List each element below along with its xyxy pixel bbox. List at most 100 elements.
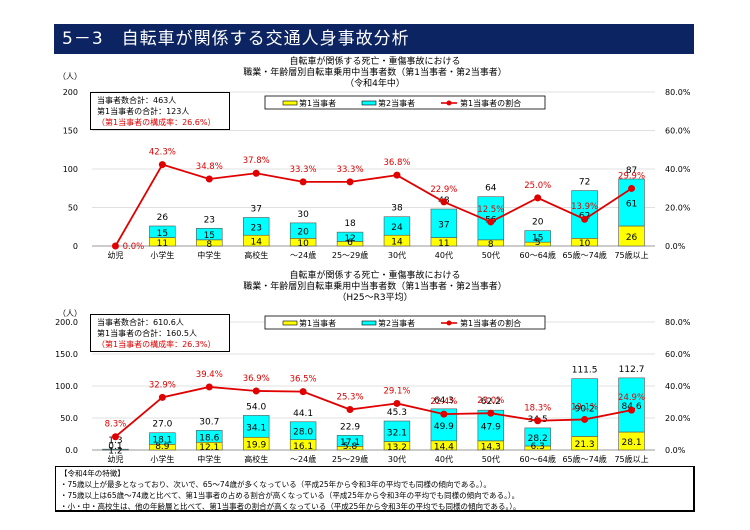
chart2-x-tick-label: 30代 — [388, 454, 406, 464]
chart1-ratio-point — [393, 171, 401, 179]
chart1-ratio-point — [487, 218, 495, 226]
chart1-bar-first-label: 14 — [391, 238, 403, 248]
chart1-ratio-label: 13.9% — [571, 202, 598, 212]
chart1-ratio-label: 42.3% — [149, 148, 176, 158]
chart1-legend-box — [264, 95, 546, 110]
chart2-bar-second-label: 49.9 — [434, 422, 454, 432]
chart1-x-tick-label: 高校生 — [244, 250, 268, 260]
chart2-bar-total-label: 27.0 — [152, 420, 172, 430]
chart1-bar-second-label: 61 — [626, 199, 637, 209]
chart1-ratio-point — [299, 178, 307, 186]
chart1-bar-total-label: 72 — [579, 178, 590, 188]
chart1-ratio-point — [111, 242, 119, 250]
chart2-ratio-label: 36.5% — [290, 375, 317, 385]
chart2-bar-second — [336, 435, 364, 447]
chart2-ratio-point — [581, 415, 589, 423]
chart1-ratio-label: 29.9% — [618, 171, 645, 181]
chart2-summary-rate: （第1当事者の構成率：26.3%） — [97, 340, 216, 349]
chart2-legend-swatch-1 — [282, 320, 298, 326]
chart2-ratio-point — [534, 417, 542, 425]
chart1-bar-total-label: 38 — [391, 204, 403, 214]
chart1-bar-first-label: 8 — [488, 240, 494, 250]
chart1-bar-second — [430, 208, 458, 238]
chart1-bar-first-label: 5 — [535, 238, 541, 248]
chart2-bar-first-label: 14.4 — [434, 442, 454, 452]
chart1-bar-second — [243, 217, 270, 236]
chart2-bar-second-label: 28.0 — [293, 428, 313, 438]
chart2-ratio-point — [628, 406, 636, 414]
chart2-bar-first-label: 14.3 — [481, 442, 501, 452]
chart1-y-tick-label: 100 — [63, 165, 78, 174]
chart1-x-tick-label: 75歳以上 — [614, 250, 648, 260]
chart1-y2-tick-label: 80.0% — [665, 88, 691, 97]
chart1-x-tick-label: 中学生 — [197, 250, 221, 260]
chart1-ratio-label: 36.8% — [383, 158, 410, 168]
chart2-bar-second — [149, 432, 176, 445]
chart2-bar-second-label: 18.1 — [152, 436, 172, 446]
chart1-x-tick-label: 25～29歳 — [332, 250, 368, 260]
chart1-bar-first-label: 11 — [157, 239, 168, 249]
chart1-ratio-label: 33.3% — [290, 165, 317, 175]
chart1-y-tick-label: 50 — [68, 204, 78, 213]
chart1-bar-second — [196, 227, 223, 241]
chart1-ratio-line — [114, 163, 633, 247]
chart1-bar-second — [336, 231, 364, 242]
chart2-ratio-point — [440, 410, 448, 418]
chart2-legend-box — [264, 315, 546, 330]
chart1-bar-first-label: 11 — [438, 239, 449, 249]
chart1-legend-label: 第1当事者の割合 — [460, 98, 521, 108]
chart2-bar-total-label: 64.3 — [434, 396, 454, 406]
chart2-x-tick-label: 中学生 — [197, 454, 221, 464]
chart2-bar-second — [524, 427, 551, 447]
chart2-bar-second — [618, 377, 645, 433]
chart2-y-tick-label: 150.0 — [55, 350, 78, 359]
chart2-y2-tick-label: 80.0% — [665, 318, 691, 327]
chart1-bar-total-label: 18 — [344, 219, 356, 229]
chart1-ratio-label: 33.3% — [337, 165, 364, 175]
chart1-bar-second-label: 24 — [391, 223, 403, 233]
chart1-summary-total: 当事者数合計：463人 — [97, 96, 177, 105]
chart2-bar-first-label: 13.2 — [387, 443, 407, 453]
chart1-bar-second — [524, 230, 551, 243]
chart2-bar-total-label: 111.5 — [572, 366, 598, 376]
chart2-x-tick-label: 65歳～74歳 — [562, 454, 606, 464]
chart1-bar-second-label: 15 — [157, 229, 168, 239]
chart2-ratio-point — [205, 383, 213, 391]
chart1-legend-label: 第2当事者 — [378, 98, 415, 108]
chart1-ratio-point — [346, 178, 354, 186]
chart2-x-tick-label: 40代 — [435, 454, 453, 464]
chart2-legend-swatch-2 — [361, 320, 377, 326]
chart1-bar-total-label: 37 — [250, 205, 261, 215]
chart2-bar-first-label: 5.8 — [343, 442, 358, 452]
chart1-bar-second-label: 20 — [297, 228, 309, 238]
chart1-y-tick-label: 0 — [73, 242, 78, 251]
chart2-y-tick-label: 0.0 — [65, 446, 78, 455]
chart1-bar-total-label: 87 — [626, 166, 637, 176]
chart2-ratio-label: 36.9% — [243, 374, 270, 384]
chart1-y2-tick-label: 40.0% — [665, 165, 691, 174]
chart1-title-line2: 職業・年齢層別自転車乗用中当事者数（第1当事者・第2当事者） — [243, 68, 507, 78]
chart1-x-tick-label: 幼児 — [107, 250, 123, 260]
chart2-summary-box: 当事者数合計：610.6人 第1当事者の合計：160.5人 （第1当事者の構成率… — [90, 314, 230, 352]
chart2-bar-second-label: 34.1 — [246, 423, 266, 433]
chart1-bar-first-label: 10 — [579, 239, 591, 249]
notes-line: ・75歳以上は65歳～74歳と比べて、第1当事者の占める割合が高くなっている（平… — [60, 491, 520, 500]
chart2-bar-second-label: 47.9 — [481, 423, 501, 433]
chart2-ratio-label: 25.3% — [337, 393, 364, 403]
chart1-bar-first-label: 10 — [297, 239, 309, 249]
chart1-summary-first: 第1当事者の合計：123人 — [97, 107, 190, 116]
chart1-ratio-label: 0.0% — [123, 242, 145, 252]
chart1-x-tick-label: 30代 — [388, 250, 406, 260]
chart1-legend-swatch-1 — [282, 100, 298, 106]
chart1-y2-tick-label: 20.0% — [665, 204, 691, 213]
chart2-bar-first-label: 0.1 — [108, 442, 122, 452]
chart2-bar-first-label: 6.3 — [531, 442, 545, 452]
chart2-bar-total-label: 22.9 — [340, 422, 360, 432]
chart1-ratio-point — [252, 169, 260, 177]
chart1-bar-second — [289, 222, 317, 239]
chart2-ratio-label: 32.9% — [149, 380, 176, 390]
chart2-title-line2: 職業・年齢層別自転車乗用中当事者数（第1当事者・第2当事者） — [243, 282, 507, 292]
chart1-ratio-label: 12.5% — [477, 205, 504, 215]
chart1-x-tick-label: 60～64歳 — [520, 250, 556, 260]
chart2-bar-second — [102, 448, 129, 451]
